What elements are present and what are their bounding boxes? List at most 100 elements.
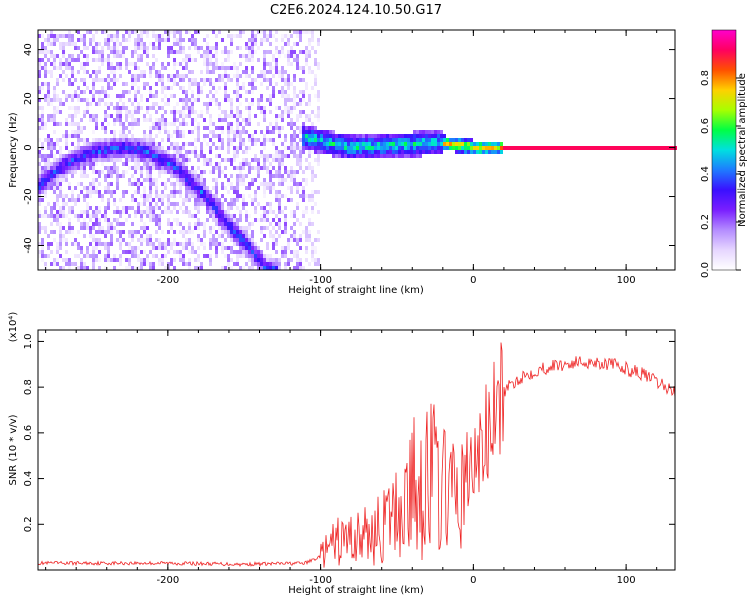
heatmap-cell [68,222,71,226]
heatmap-cell [185,182,188,186]
heatmap-cell [38,190,41,194]
heatmap-cell [239,238,242,242]
heatmap-cell [92,238,95,242]
heatmap-cell [176,110,179,114]
heatmap-cell [275,126,278,130]
heatmap-cell [125,110,128,114]
heatmap-cell [218,74,221,78]
heatmap-cell [68,54,71,58]
heatmap-cell [131,182,134,186]
heatmap-cell [377,146,380,150]
heatmap-cell [254,166,257,170]
heatmap-cell [128,70,131,74]
heatmap-cell [269,182,272,186]
heatmap-cell [128,182,131,186]
heatmap-cell [80,150,83,154]
heatmap-cell [131,158,134,162]
heatmap-cell [134,198,137,202]
heatmap-cell [77,246,80,250]
heatmap-cell [179,230,182,234]
heatmap-cell [65,66,68,70]
heatmap-cell [248,258,251,262]
heatmap-cell [314,158,317,162]
heatmap-cell [428,150,431,154]
heatmap-cell [191,122,194,126]
heatmap-cell [170,110,173,114]
heatmap-cell [245,122,248,126]
heatmap-cell [212,178,215,182]
heatmap-cell [239,122,242,126]
heatmap-cell [260,182,263,186]
heatmap-cell [185,94,188,98]
heatmap-cell [374,138,377,142]
heatmap-cell [155,158,158,162]
heatmap-cell [248,250,251,254]
heatmap-cell [140,218,143,222]
heatmap-cell [53,42,56,46]
heatmap-cell [104,214,107,218]
heatmap-cell [119,150,122,154]
heatmap-cell [284,230,287,234]
heatmap-cell [284,42,287,46]
heatmap-cell [425,150,428,154]
heatmap-cell [332,146,335,150]
heatmap-cell [134,106,137,110]
heatmap-cell [221,182,224,186]
heatmap-cell [407,146,410,150]
heatmap-cell [227,202,230,206]
heatmap-cell [77,142,80,146]
heatmap-cell [110,238,113,242]
heatmap-cell [170,166,173,170]
heatmap-cell [374,142,377,146]
heatmap-cell [215,222,218,226]
heatmap-cell [203,154,206,158]
heatmap-cell [380,134,383,138]
heatmap-cell [167,98,170,102]
heatmap-cell [236,118,239,122]
heatmap-cell [53,214,56,218]
heatmap-cell [275,194,278,198]
heatmap-cell [134,118,137,122]
spectrogram-y-tick-label: 0 [23,144,34,150]
heatmap-cell [278,126,281,130]
heatmap-cell [257,138,260,142]
heatmap-cell [197,50,200,54]
heatmap-cell [131,246,134,250]
heatmap-cell [62,234,65,238]
heatmap-cell [92,138,95,142]
heatmap-cell [386,146,389,150]
heatmap-cell [296,66,299,70]
heatmap-cell [56,66,59,70]
heatmap-cell [59,266,62,270]
heatmap-cell [446,142,449,146]
heatmap-cell [86,30,89,34]
heatmap-cell [239,218,242,222]
heatmap-cell [281,162,284,166]
heatmap-cell [68,226,71,230]
heatmap-cell [260,42,263,46]
heatmap-cell [350,146,353,150]
heatmap-cell [116,146,119,150]
heatmap-cell [71,94,74,98]
heatmap-cell [53,186,56,190]
heatmap-cell [68,94,71,98]
heatmap-cell [92,186,95,190]
heatmap-cell [98,146,101,150]
heatmap-cell [236,198,239,202]
heatmap-cell [104,166,107,170]
heatmap-cell [143,138,146,142]
heatmap-cell [287,198,290,202]
heatmap-cell [275,106,278,110]
heatmap-cell [284,254,287,258]
heatmap-cell [155,118,158,122]
heatmap-cell [443,146,446,150]
heatmap-cell [221,202,224,206]
heatmap-cell [110,146,113,150]
heatmap-cell [197,210,200,214]
heatmap-cell [146,198,149,202]
heatmap-cell [416,130,419,134]
heatmap-cell [83,158,86,162]
heatmap-cell [68,78,71,82]
heatmap-cell [89,158,92,162]
heatmap-cell [263,178,266,182]
